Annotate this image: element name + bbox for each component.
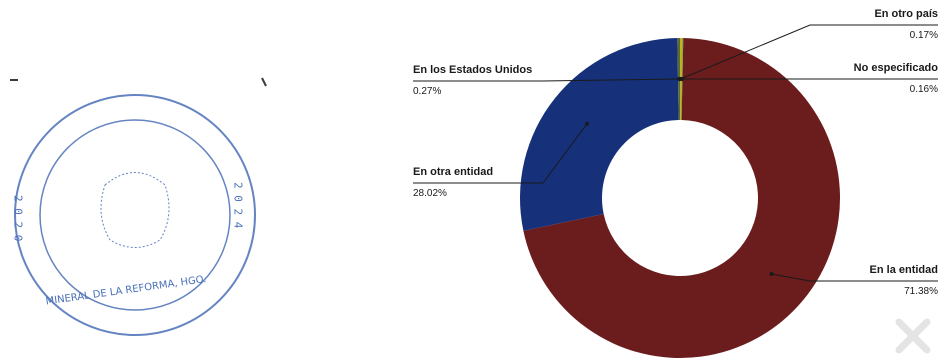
leader-dot [769, 271, 774, 276]
seal-outer-ring [14, 94, 256, 336]
slice-label: En otra entidad [413, 166, 493, 178]
slice-value-label: 0.16% [910, 84, 938, 95]
seal-year-right: 2 0 2 4 [232, 182, 245, 229]
donut-slice-en-la-entidad [523, 38, 840, 358]
leader-line [413, 78, 679, 82]
seal-inner-ring [39, 119, 231, 311]
slice-value-label: 0.27% [413, 86, 441, 97]
official-seal-stamp: 2 0 2 0 2 0 2 4 MINERAL DE LA REFORMA, H… [10, 77, 267, 336]
close-mark-icon [895, 318, 931, 354]
slice-label: En la entidad [870, 264, 938, 276]
donut-slice-en-otra-entidad [520, 38, 679, 231]
slice-label: En otro país [874, 8, 938, 20]
leader-dot [679, 77, 684, 82]
donut-slices [520, 38, 840, 358]
seal-year-left: 2 0 2 0 [12, 195, 25, 241]
seal-mark-right [261, 77, 267, 87]
slice-label: En los Estados Unidos [413, 64, 532, 76]
slice-value-label: 71.38% [904, 286, 938, 297]
slice-label: No especificado [854, 62, 939, 74]
slice-value-label: 0.17% [910, 30, 938, 41]
leader-dot [676, 77, 681, 82]
leader-dot [584, 121, 589, 126]
leader-line [771, 273, 938, 282]
slice-value-label: 28.02% [413, 188, 447, 199]
callout-labels: En otro país 0.17% No especificado 0.16% En … [413, 8, 938, 297]
callout-leader-lines [413, 24, 938, 282]
leader-line [680, 24, 938, 80]
leader-line [413, 123, 588, 184]
